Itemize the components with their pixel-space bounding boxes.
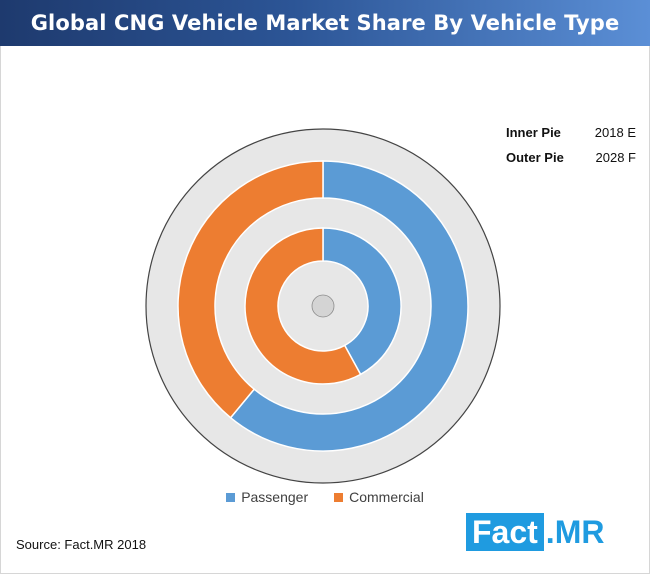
legend-label-commercial: Commercial xyxy=(349,489,424,505)
outer-ring-passenger-slice xyxy=(229,160,469,452)
pie-legend-outer-value: 2028 F xyxy=(595,150,636,165)
legend-label-passenger: Passenger xyxy=(241,489,309,505)
logo-part-fact: Fact xyxy=(466,513,544,551)
passenger-swatch xyxy=(226,492,236,502)
logo-part-mr: .MR xyxy=(545,513,605,550)
commercial-swatch xyxy=(334,492,344,502)
legend-item-passenger: Passenger xyxy=(226,489,308,505)
series-legend: Passenger Commercial xyxy=(0,489,650,505)
legend-item-commercial: Commercial xyxy=(334,489,424,505)
source-note: Source: Fact.MR 2018 xyxy=(16,537,147,552)
title-banner: Global CNG Vehicle Market Share By Vehic… xyxy=(0,0,650,46)
pie-year-legend: Inner Pie 2018 E Outer Pie 2028 F xyxy=(506,120,636,170)
pie-legend-inner-key: Inner Pie xyxy=(506,125,561,140)
inner-ring-passenger-slice xyxy=(322,227,402,376)
pie-legend-outer: Outer Pie 2028 F xyxy=(506,145,636,170)
factmr-logo: Fact .MR xyxy=(466,513,604,551)
pie-legend-inner-value: 2018 E xyxy=(594,125,636,140)
inner-ring-commercial-slice xyxy=(244,227,362,385)
outer-ring-commercial-slice xyxy=(177,160,324,419)
center-dot xyxy=(311,294,335,318)
pie-legend-inner: Inner Pie 2018 E xyxy=(506,120,636,145)
pie-legend-outer-key: Outer Pie xyxy=(506,150,564,165)
chart-title: Global CNG Vehicle Market Share By Vehic… xyxy=(30,11,620,35)
